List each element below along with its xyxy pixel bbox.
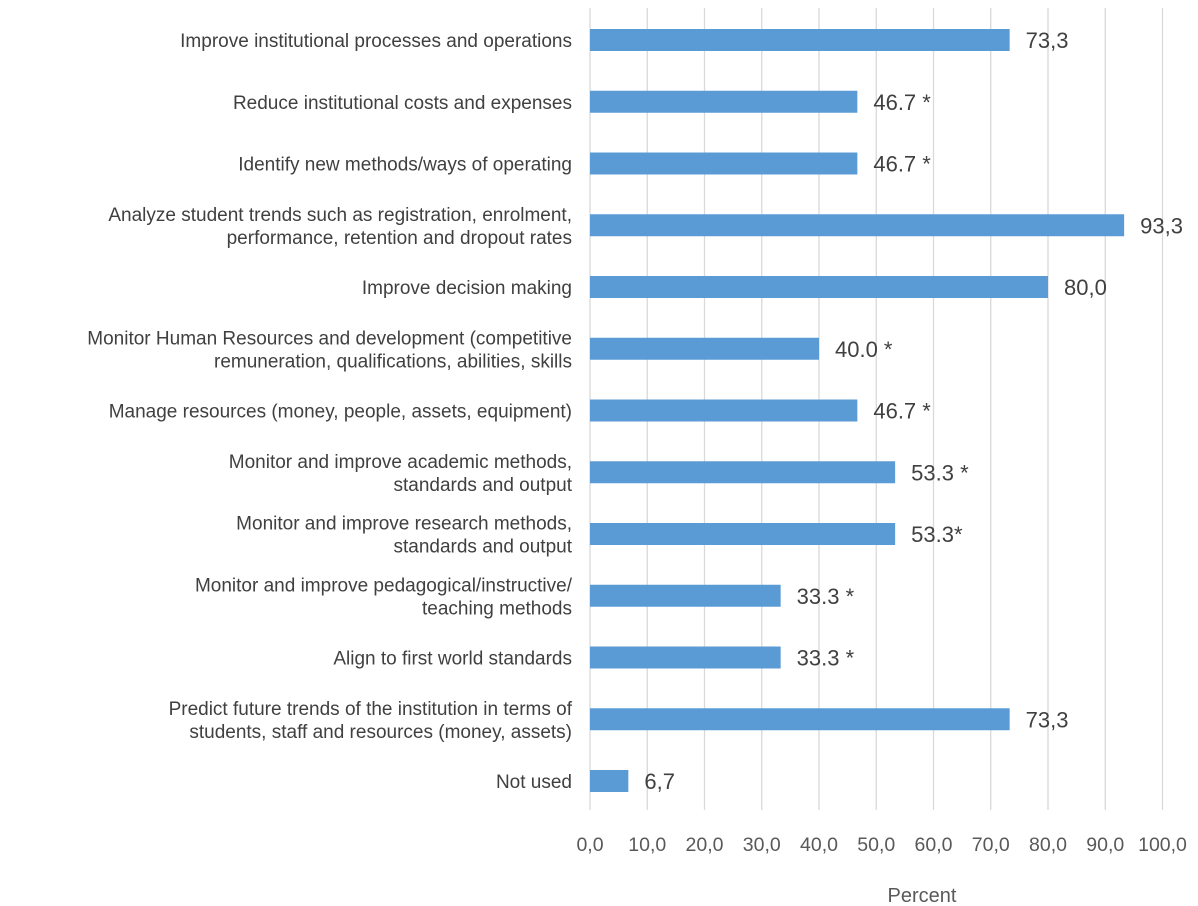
bar — [590, 276, 1048, 298]
x-tick-label: 100,0 — [1138, 834, 1187, 856]
data-label: 73,3 — [1026, 28, 1069, 53]
bar — [590, 152, 858, 175]
bar — [590, 337, 819, 360]
x-tick-label: 50,0 — [857, 834, 895, 856]
x-tick-label: 80,0 — [1029, 834, 1067, 856]
data-label: 73,3 — [1026, 707, 1069, 732]
x-tick-label: 60,0 — [915, 834, 953, 856]
data-label: 46.7 * — [873, 152, 931, 177]
data-label: 46.7 * — [873, 90, 931, 115]
category-label: Predict future trends of the institution… — [169, 699, 573, 743]
data-label: 53.3* — [911, 522, 963, 547]
data-label: 46.7 * — [873, 399, 931, 424]
x-tick-label: 0,0 — [576, 834, 603, 856]
bar — [590, 770, 629, 792]
bar — [590, 523, 896, 545]
x-axis-title: Percent — [888, 885, 957, 906]
bar — [590, 214, 1125, 237]
category-label: Monitor Human Resources and development … — [87, 328, 572, 372]
category-label: Monitor and improve academic methods, sta… — [229, 452, 573, 496]
data-label: 33.3 * — [797, 584, 855, 609]
category-label: Identify new methods/ways of operating — [238, 155, 572, 176]
bar — [590, 708, 1010, 731]
data-label: 93,3 — [1140, 213, 1183, 238]
bar — [590, 29, 1010, 51]
data-label: 6,7 — [644, 769, 675, 794]
bar — [590, 90, 858, 113]
x-tick-label: 30,0 — [743, 834, 781, 856]
x-tick-label: 40,0 — [800, 834, 838, 856]
data-label: 80,0 — [1064, 275, 1107, 300]
category-label: Not used — [496, 772, 572, 793]
data-label: 40.0 * — [835, 337, 893, 362]
category-label: Reduce institutional costs and expenses — [233, 93, 572, 114]
category-label: Improve decision making — [362, 278, 572, 299]
x-tick-label: 70,0 — [972, 834, 1010, 856]
category-label: Manage resources (money, people, assets,… — [109, 402, 572, 423]
data-label: 33.3 * — [797, 646, 855, 671]
category-label: Monitor and improve pedagogical/instruct… — [195, 575, 573, 619]
category-label: Monitor and improve research methods, sta… — [236, 514, 573, 558]
category-label: Align to first world standards — [333, 649, 572, 670]
bar — [590, 399, 858, 422]
bar — [590, 461, 896, 484]
bar — [590, 646, 781, 669]
bar — [590, 584, 781, 607]
x-tick-label: 90,0 — [1086, 834, 1124, 856]
data-label: 53.3 * — [911, 460, 969, 485]
x-tick-label: 20,0 — [686, 834, 724, 856]
x-tick-label: 10,0 — [628, 834, 666, 856]
category-label: Improve institutional processes and oper… — [180, 31, 572, 52]
category-label: Analyze student trends such as registrat… — [108, 205, 572, 249]
